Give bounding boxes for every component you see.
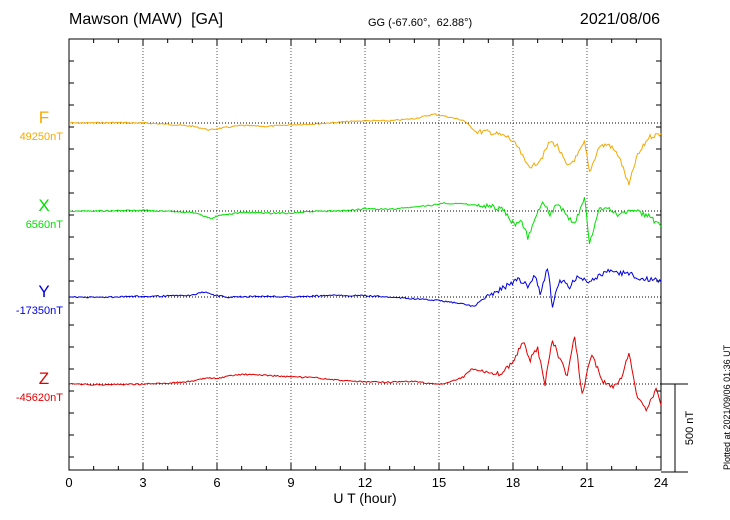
series-lines [68, 113, 662, 412]
x-tick-label: 6 [213, 475, 220, 490]
x-tick-label: 15 [432, 475, 446, 490]
series-line-z [68, 336, 662, 412]
x-axis-label: U T (hour) [333, 490, 396, 506]
series-line-x [68, 197, 662, 245]
chart-title: Mawson (MAW) [GA] [69, 11, 224, 28]
scale-bar-label: 500 nT [684, 411, 696, 446]
baseline-value-y: -17350nT [16, 305, 63, 317]
chart-date: 2021/08/06 [579, 11, 660, 28]
x-tick-label: 9 [287, 475, 294, 490]
geographic-coordinates: GG (-67.60°, 62.88°) [368, 17, 473, 29]
baseline-value-x: 6560nT [26, 219, 64, 231]
x-tick-label: 21 [580, 475, 594, 490]
series-line-f [68, 113, 662, 186]
series-name-z: Z [39, 369, 49, 388]
series-line-y [68, 268, 662, 308]
x-tick-label: 12 [358, 475, 372, 490]
grid-lines [142, 39, 588, 470]
series-name-y: Y [38, 282, 49, 301]
x-tick-label: 3 [139, 475, 146, 490]
x-tick-label: 0 [65, 475, 72, 490]
series-name-x: X [38, 196, 49, 215]
x-tick-label: 18 [506, 475, 520, 490]
baseline-value-z: -45620nT [16, 392, 63, 404]
series-labels: F 49250nT X 6560nT Y -17350nT Z -45620nT [16, 108, 63, 404]
scale-bar: 500 nT [661, 383, 696, 473]
series-name-f: F [39, 108, 49, 127]
baseline-value-f: 49250nT [20, 131, 64, 143]
x-tick-label: 24 [654, 475, 668, 490]
x-tick-labels: 0 3 6 9 12 15 18 21 24 [65, 475, 668, 490]
